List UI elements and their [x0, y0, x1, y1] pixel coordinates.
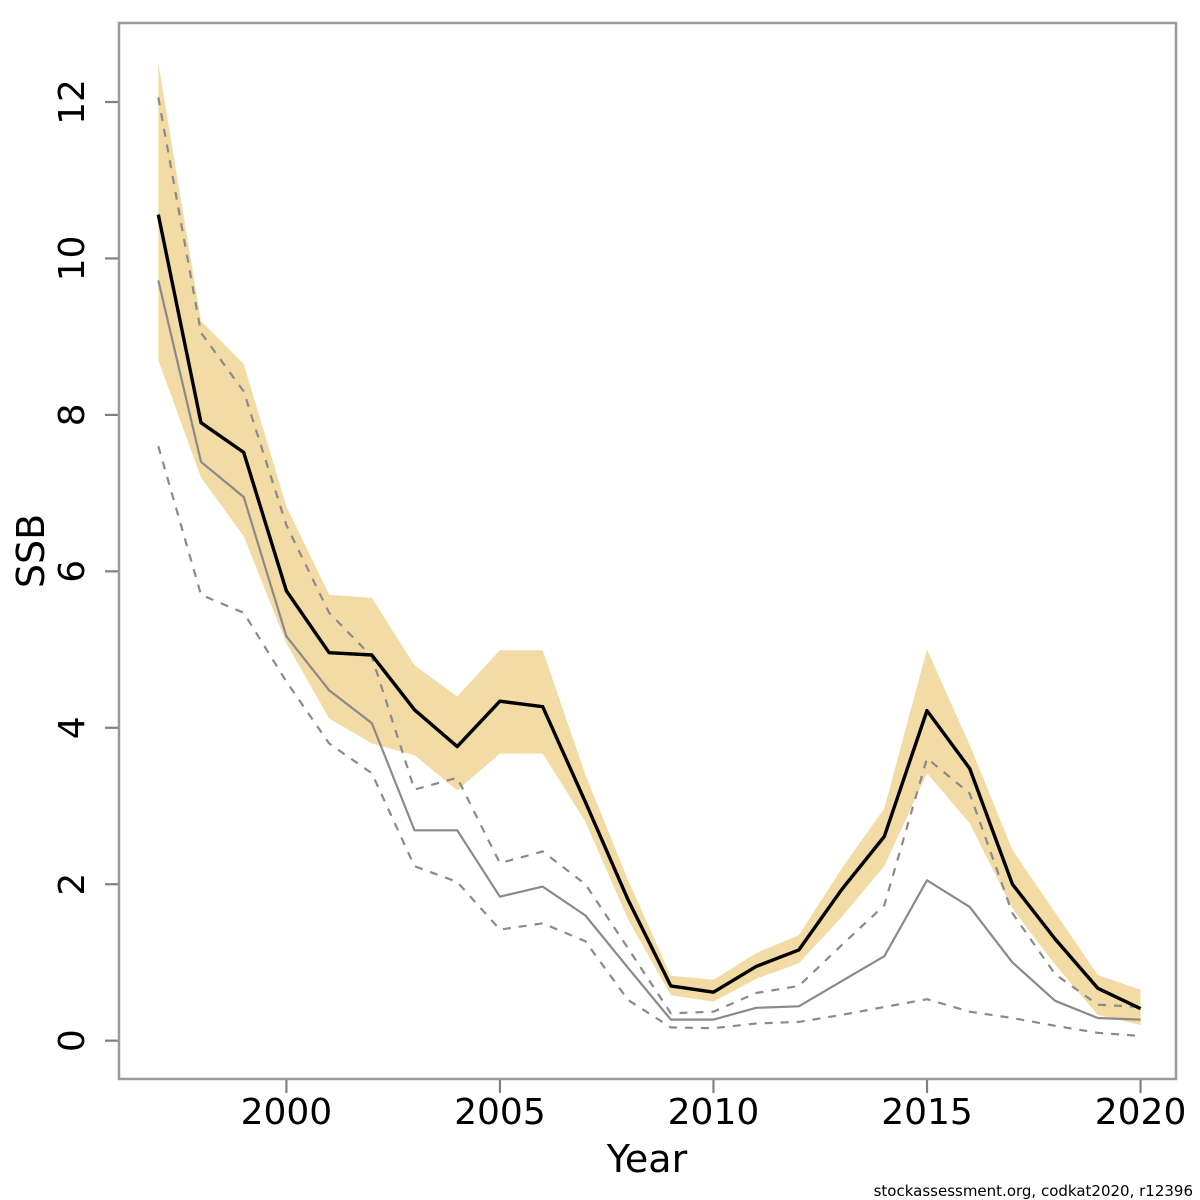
- x-axis-title: Year: [606, 1137, 688, 1181]
- series-line-layer: [156, 97, 1142, 1038]
- ssb-estimate-current-line: [156, 214, 1142, 1011]
- x-axis-tick-label: 2015: [881, 1092, 973, 1133]
- y-axis-tick-label: 8: [52, 403, 93, 426]
- x-axis-tick-label: 2005: [454, 1092, 546, 1133]
- confidence-band-layer: [158, 62, 1141, 1025]
- x-axis-tick-label: 2000: [241, 1092, 333, 1133]
- y-axis-title: SSB: [9, 514, 53, 588]
- y-axis-tick-label: 10: [52, 236, 93, 282]
- axis-layer: 2000 2005 2010 2015 2020 0 2 4 6 8 10 12: [52, 79, 1186, 1133]
- x-axis-tick-label: 2020: [1095, 1092, 1187, 1133]
- y-axis-tick-label: 6: [52, 560, 93, 583]
- ssb-confidence-band: [158, 62, 1141, 1025]
- y-axis-tick-label: 0: [52, 1029, 93, 1052]
- source-credit-text: stockassessment.org, codkat2020, r12396: [874, 1182, 1193, 1200]
- plot-border: [117, 21, 1178, 1081]
- y-axis-tick-label: 12: [52, 79, 93, 125]
- y-axis-tick-label: 4: [52, 716, 93, 739]
- x-axis-tick-label: 2010: [668, 1092, 760, 1133]
- ssb-estimate-previous-line: [157, 280, 1141, 1021]
- y-axis-tick-label: 2: [52, 873, 93, 896]
- previous-ci-upper-line: [157, 97, 1141, 1015]
